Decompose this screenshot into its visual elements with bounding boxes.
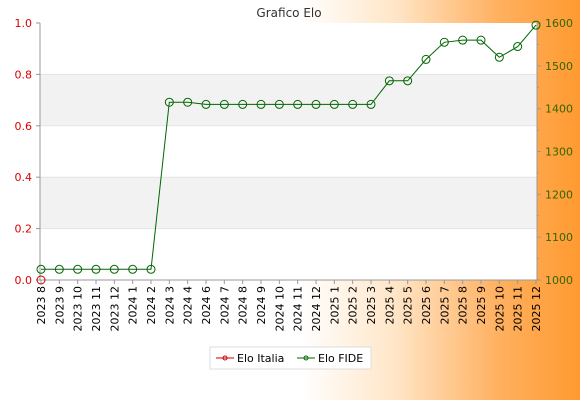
right-tick-label: 1300 (545, 146, 573, 159)
data-point-elo-fide (293, 99, 303, 109)
data-point-elo-fide (219, 99, 229, 109)
series-line-elo-fide (41, 24, 537, 270)
x-tick-label: 2025 1 (328, 286, 341, 325)
data-point-elo-fide (439, 37, 449, 47)
x-tick-label: 2024 7 (218, 286, 231, 325)
data-point-elo-fide (494, 52, 504, 62)
data-point-elo-fide (109, 264, 119, 274)
right-tick-label: 1100 (545, 231, 573, 244)
legend-label-elo-italia: Elo Italia (237, 352, 284, 365)
data-point-elo-fide (531, 20, 541, 30)
x-tick-label: 2023 12 (108, 286, 121, 332)
data-point-elo-fide (274, 99, 284, 109)
legend-box (209, 346, 372, 370)
left-tick-label: 0.2 (15, 223, 33, 236)
legend-label-elo-fide: Elo FIDE (318, 352, 363, 365)
x-tick-label: 2025 7 (438, 286, 451, 325)
legend-marker-elo-fide (303, 355, 309, 361)
data-point-elo-fide (513, 42, 523, 52)
data-point-elo-fide (164, 97, 174, 107)
grid-bands (40, 23, 537, 280)
data-point-elo-fide (384, 76, 394, 86)
right-tick-label: 1500 (545, 60, 573, 73)
x-tick-label: 2023 9 (53, 286, 66, 325)
left-axis-ticks: 0.0 0.2 0.4 0.6 0.8 1.0 (15, 17, 40, 287)
x-tick-label: 2025 12 (530, 286, 543, 332)
right-tick-label: 1400 (545, 103, 573, 116)
x-tick-label: 2023 10 (72, 286, 85, 332)
grid-band (40, 177, 537, 229)
data-point-elo-fide (54, 264, 64, 274)
x-tick-label: 2024 3 (163, 286, 176, 325)
right-tick-label: 1600 (545, 17, 573, 30)
right-axis-ticks: 1000 1100 1200 1300 1400 1500 1600 (537, 17, 573, 287)
x-tick-label: 2025 5 (402, 286, 415, 325)
data-point-elo-fide (128, 264, 138, 274)
data-point-elo-fide (91, 264, 101, 274)
plot-background (40, 23, 537, 280)
x-tick-label: 2025 3 (365, 286, 378, 325)
data-point-elo-fide (238, 99, 248, 109)
x-tick-label: 2024 9 (255, 286, 268, 325)
data-point-elo-italia (36, 275, 46, 285)
x-tick-label: 2025 2 (347, 286, 360, 325)
data-point-elo-fide (183, 97, 193, 107)
data-point-elo-fide (201, 99, 211, 109)
data-point-elo-fide (256, 99, 266, 109)
series-layer (36, 20, 541, 285)
x-tick-label: 2025 6 (420, 286, 433, 325)
data-point-elo-fide (476, 35, 486, 45)
grid-band (40, 74, 537, 126)
data-point-elo-fide (403, 76, 413, 86)
x-tick-label: 2023 11 (90, 286, 103, 332)
x-tick-label: 2024 12 (310, 286, 323, 332)
data-point-elo-fide (421, 54, 431, 64)
legend: Elo Italia Elo FIDE (209, 346, 372, 370)
x-tick-label: 2024 11 (292, 286, 305, 332)
x-tick-label: 2023 8 (35, 286, 48, 325)
x-tick-label: 2024 4 (182, 286, 195, 325)
data-point-elo-fide (348, 99, 358, 109)
data-point-elo-fide (366, 99, 376, 109)
left-tick-label: 0.4 (15, 171, 33, 184)
left-tick-label: 1.0 (15, 17, 33, 30)
x-tick-label: 2025 8 (457, 286, 470, 325)
data-point-elo-fide (146, 264, 156, 274)
left-tick-label: 0.6 (15, 120, 33, 133)
data-point-elo-fide (329, 99, 339, 109)
x-tick-label: 2024 10 (273, 286, 286, 332)
x-tick-label: 2025 9 (475, 286, 488, 325)
data-point-elo-fide (311, 99, 321, 109)
x-tick-label: 2025 10 (493, 286, 506, 332)
x-tick-label: 2024 2 (145, 286, 158, 325)
legend-marker-elo-italia (222, 355, 228, 361)
x-tick-label: 2025 11 (512, 286, 525, 332)
x-tick-label: 2024 6 (200, 286, 213, 325)
x-tick-label: 2024 1 (127, 286, 140, 325)
chart-title: Grafico Elo (256, 6, 321, 20)
x-tick-label: 2025 4 (383, 286, 396, 325)
right-tick-label: 1000 (545, 274, 573, 287)
data-point-elo-fide (458, 35, 468, 45)
data-point-elo-fide (36, 264, 46, 274)
x-tick-label: 2024 8 (237, 286, 250, 325)
data-point-elo-fide (73, 264, 83, 274)
right-tick-label: 1200 (545, 188, 573, 201)
left-tick-label: 0.0 (15, 274, 33, 287)
left-tick-label: 0.8 (15, 68, 33, 81)
